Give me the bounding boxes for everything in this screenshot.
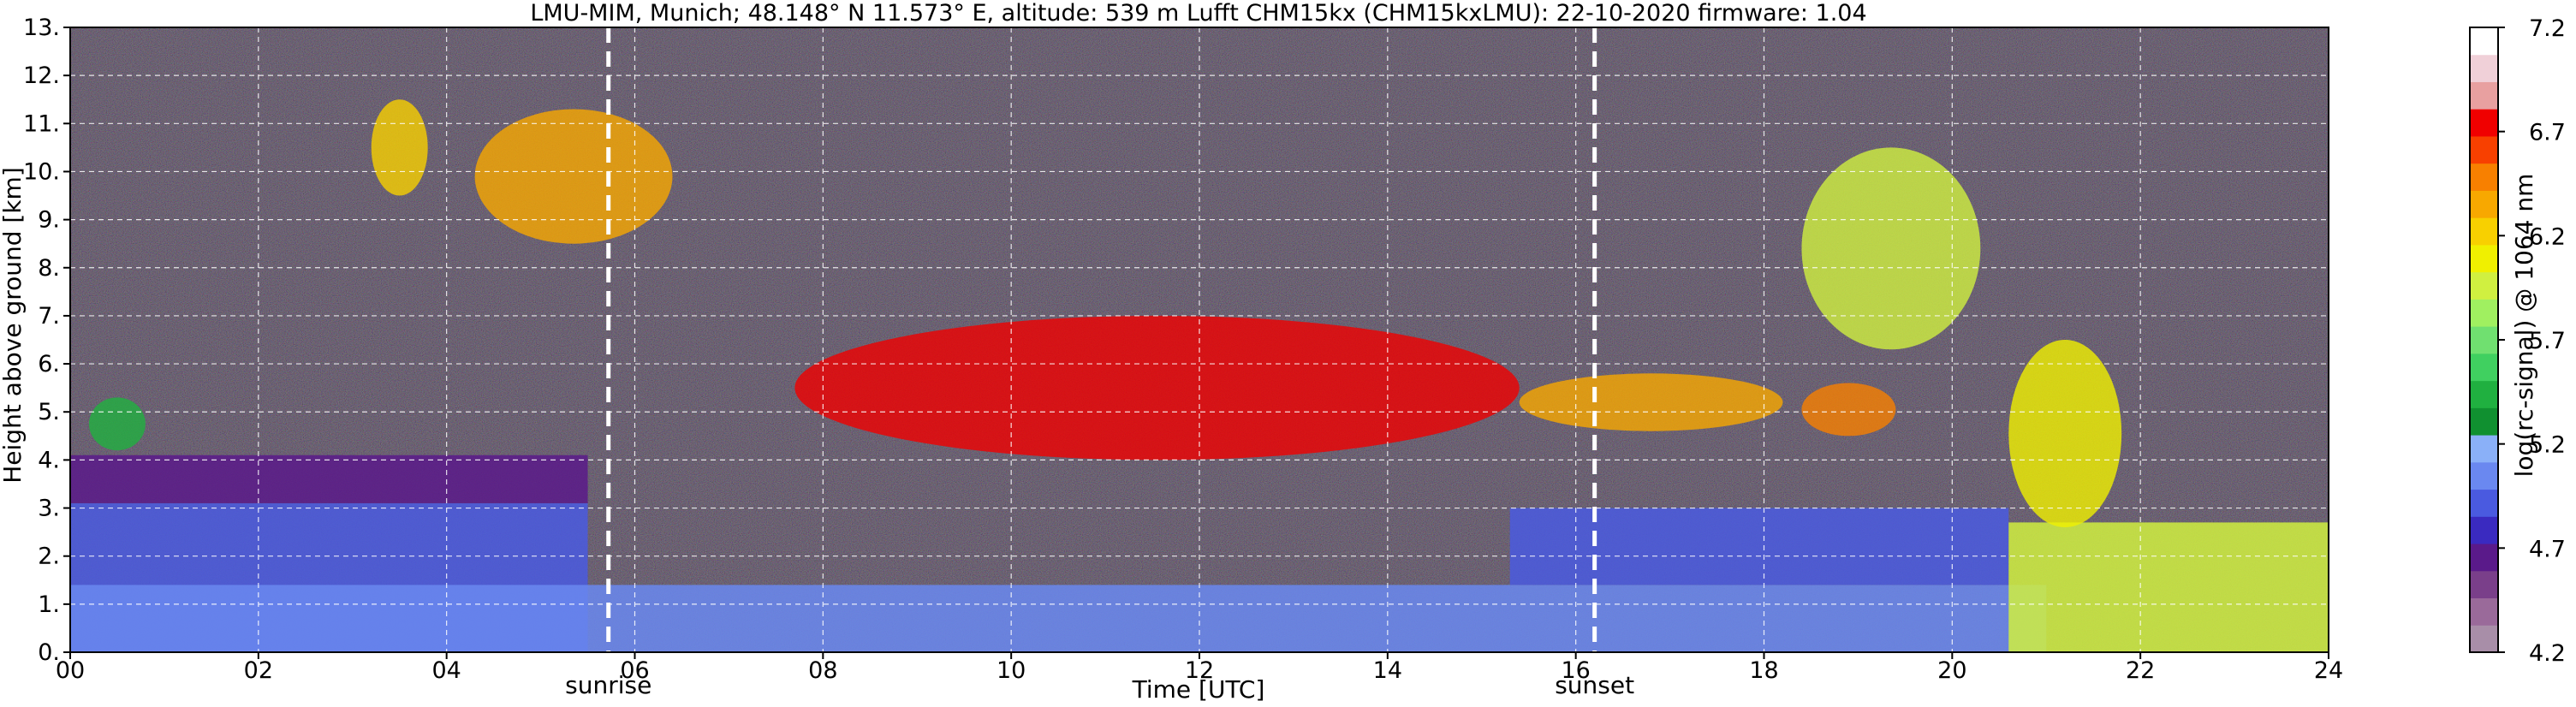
x-tick-label: 06 (620, 657, 649, 684)
colorbar-tick-label: 5.2 (2529, 432, 2566, 459)
cloud-layer (371, 99, 428, 196)
x-tick-label: 18 (1749, 657, 1778, 684)
colorbar-segment (2470, 380, 2498, 408)
y-tick-label: 0. (38, 639, 60, 666)
sun-markers (606, 27, 1597, 652)
y-tick-label: 4. (38, 447, 60, 473)
x-tick-label: 08 (808, 657, 837, 684)
colorbar-segment (2470, 244, 2498, 273)
cloud-layer (1801, 383, 1896, 437)
aerosol-layer (1509, 508, 2009, 585)
y-tick-label: 13. (23, 15, 60, 41)
y-tick-label: 1. (38, 591, 60, 618)
x-tick-label: 24 (2314, 657, 2343, 684)
cloud-layer (474, 109, 673, 244)
colorbar-segment (2470, 271, 2498, 300)
y-tick-label: 5. (38, 399, 60, 425)
colorbar-segment (2470, 54, 2498, 82)
y-tick-label: 12. (23, 62, 60, 89)
colorbar-segment (2470, 597, 2498, 626)
cloud-layer (1801, 147, 1981, 350)
y-axis-label: Height above ground [km] (0, 167, 27, 484)
cloud-layers (88, 99, 2122, 527)
aerosol-layer (70, 454, 588, 503)
x-tick-label: 04 (431, 657, 461, 684)
x-tick-label: 00 (56, 657, 85, 684)
x-tick-label: 20 (1937, 657, 1966, 684)
aerosol-layer (2008, 522, 2329, 652)
x-tick-label: 22 (2126, 657, 2155, 684)
colorbar-segment (2470, 516, 2498, 544)
aerosol-layers (70, 454, 2329, 652)
cloud-layer (88, 397, 146, 451)
colorbar-segment (2470, 135, 2498, 164)
y-axis: 0. 1. 2. 3. 4. 5. 6. 7. 8. 9. 10. 11. 12. 13. (23, 15, 70, 666)
grid (70, 27, 2329, 652)
colorbar-segment (2470, 489, 2498, 517)
colorbar-segment (2470, 299, 2498, 327)
colorbar-segment (2470, 407, 2498, 436)
sun-marker-labels: sunrise sunset (565, 671, 1634, 699)
colorbar-segment (2470, 461, 2498, 490)
y-tick-label: 8. (38, 255, 60, 282)
y-tick-label: 3. (38, 496, 60, 522)
colorbar-segment (2470, 625, 2498, 653)
colorbar-label: log(rc-signal) @ 1064 nm (2510, 174, 2538, 478)
cloud-layer (2008, 340, 2122, 527)
sun-marker-label: sunset (1555, 671, 1634, 699)
colorbar-segment (2470, 353, 2498, 382)
colorbar-segment (2470, 81, 2498, 110)
y-tick-label: 9. (38, 207, 60, 234)
colorbar-segment (2470, 544, 2498, 572)
colorbar-segment (2470, 217, 2498, 246)
y-tick-label: 6. (38, 351, 60, 377)
colorbar-tick-label: 5.7 (2529, 328, 2566, 354)
x-axis-label: Time [UTC] (1132, 675, 1265, 704)
y-tick-label: 11. (23, 110, 60, 137)
colorbar-segment (2470, 190, 2498, 218)
colorbar-segment (2470, 435, 2498, 463)
colorbar-segment (2470, 326, 2498, 354)
colorbar-tick-label: 4.2 (2529, 640, 2566, 667)
x-tick-label: 16 (1561, 657, 1590, 684)
x-tick-label: 14 (1373, 657, 1402, 684)
x-tick-label: 02 (244, 657, 273, 684)
colorbar-segment (2470, 109, 2498, 137)
chart-title: LMU-MIM, Munich; 48.148° N 11.573° E, al… (530, 0, 1866, 27)
y-tick-label: 2. (38, 544, 60, 570)
cloud-layer (1519, 373, 1783, 431)
colorbar-tick-label: 4.7 (2529, 536, 2566, 562)
y-tick-label: 10. (23, 158, 60, 185)
colorbar-tick-label: 6.7 (2529, 120, 2566, 146)
cloud-layer (794, 315, 1520, 460)
plot-area (70, 27, 2329, 652)
x-tick-label: 12 (1185, 657, 1214, 684)
colorbar-segment (2470, 570, 2498, 599)
colorbar-tick-label: 6.2 (2529, 223, 2566, 250)
x-tick-label: 10 (996, 657, 1026, 684)
sun-marker-label: sunrise (565, 671, 651, 699)
colorbar: 4.2 4.7 5.2 5.7 6.2 6.7 7.2 (2469, 15, 2566, 667)
colorbar-tick-label: 7.2 (2529, 15, 2566, 42)
colorbar-segment (2470, 163, 2498, 191)
y-tick-label: 7. (38, 303, 60, 330)
x-axis: 00 02 04 06 08 10 12 14 16 18 20 22 24 (56, 652, 2343, 684)
colorbar-segment (2470, 27, 2498, 56)
aerosol-layer (70, 585, 2047, 652)
